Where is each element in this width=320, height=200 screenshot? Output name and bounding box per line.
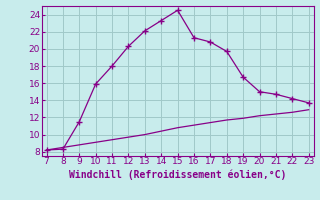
X-axis label: Windchill (Refroidissement éolien,°C): Windchill (Refroidissement éolien,°C) [69, 169, 286, 180]
